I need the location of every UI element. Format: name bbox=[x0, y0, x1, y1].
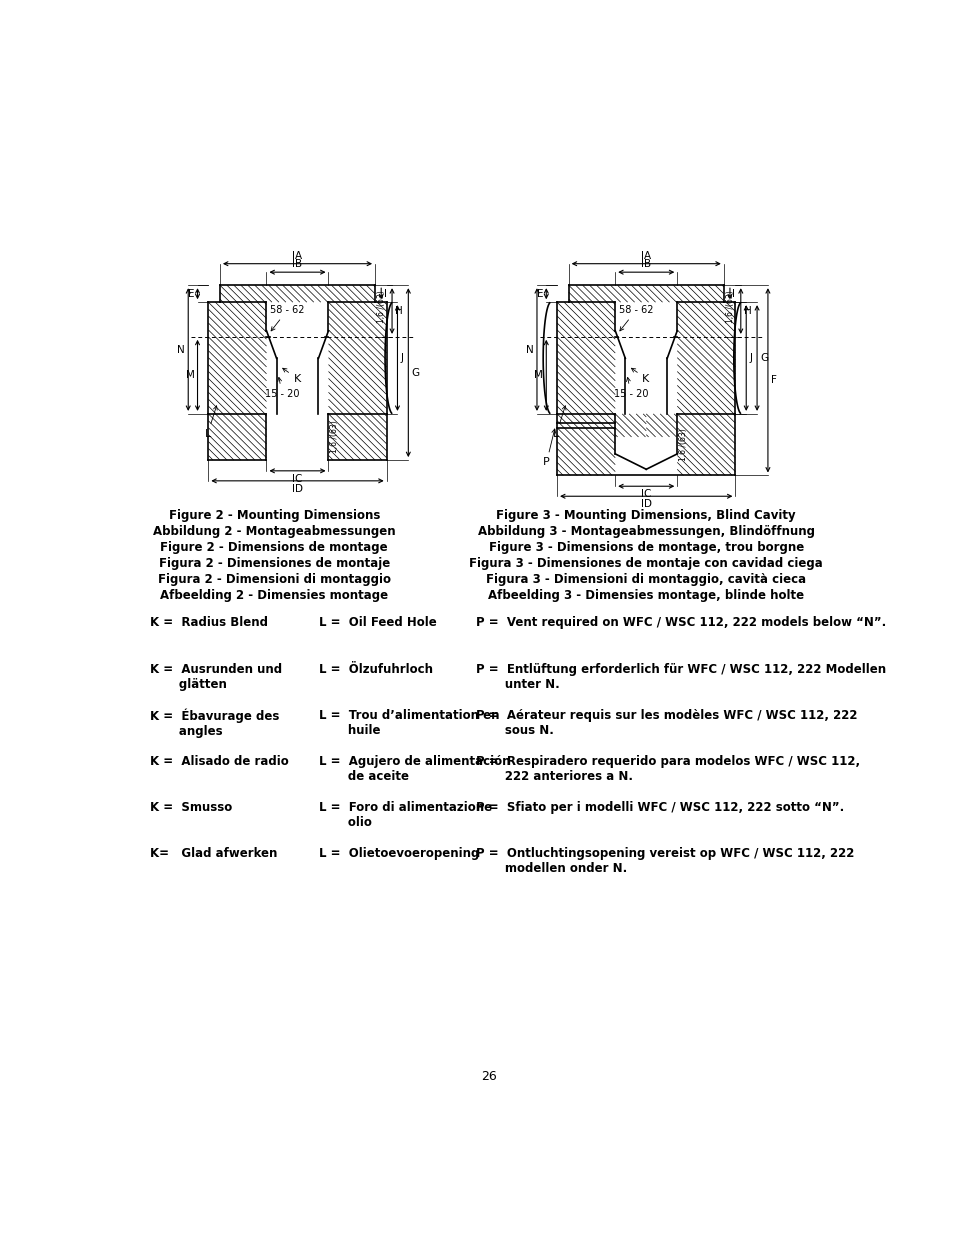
Text: IA: IA bbox=[640, 251, 651, 261]
Text: Figure 2 - Dimensions de montage: Figure 2 - Dimensions de montage bbox=[160, 541, 388, 555]
Text: K =  Smusso: K = Smusso bbox=[150, 802, 233, 814]
Text: L =  Olietoevoeropening: L = Olietoevoeropening bbox=[319, 847, 479, 861]
Text: Abbildung 3 - Montageabmessungen, Blindöffnung: Abbildung 3 - Montageabmessungen, Blindö… bbox=[477, 525, 814, 537]
Text: 1,6 /(63): 1,6 /(63) bbox=[377, 290, 386, 322]
Text: 26: 26 bbox=[480, 1070, 497, 1083]
Text: IB: IB bbox=[640, 259, 651, 269]
Text: 15 - 20: 15 - 20 bbox=[265, 378, 299, 399]
Text: K =  Radius Blend: K = Radius Blend bbox=[150, 616, 268, 630]
Text: ID: ID bbox=[292, 484, 303, 494]
Text: L =  Trou d’alimentation en
       huile: L = Trou d’alimentation en huile bbox=[319, 709, 499, 737]
Text: ID: ID bbox=[640, 499, 651, 509]
Text: Figure 2 - Mounting Dimensions: Figure 2 - Mounting Dimensions bbox=[169, 509, 379, 521]
Text: Figure 3 - Dimensions de montage, trou borgne: Figure 3 - Dimensions de montage, trou b… bbox=[488, 541, 803, 555]
Text: L =  Ölzufuhrloch: L = Ölzufuhrloch bbox=[319, 662, 433, 676]
Text: P =  Ontluchtingsopening vereist op WFC / WSC 112, 222
       modellen onder N.: P = Ontluchtingsopening vereist op WFC /… bbox=[476, 847, 853, 876]
Text: I: I bbox=[383, 289, 386, 299]
Text: E: E bbox=[188, 289, 194, 299]
Text: Figura 3 - Dimensioni di montaggio, cavità cieca: Figura 3 - Dimensioni di montaggio, cavi… bbox=[486, 573, 805, 587]
Text: L: L bbox=[553, 406, 565, 438]
Text: K: K bbox=[631, 368, 649, 384]
Text: Figura 3 - Dimensiones de montaje con cavidad ciega: Figura 3 - Dimensiones de montaje con ca… bbox=[469, 557, 822, 571]
Text: P: P bbox=[542, 429, 555, 467]
Text: H: H bbox=[743, 306, 751, 316]
Text: H: H bbox=[395, 306, 402, 316]
Text: IA: IA bbox=[293, 251, 302, 261]
Text: M: M bbox=[534, 370, 542, 380]
Text: L =  Agujero de alimentación
       de aceite: L = Agujero de alimentación de aceite bbox=[319, 755, 510, 783]
Text: P =  Respiradero requerido para modelos WFC / WSC 112,
       222 anteriores a N: P = Respiradero requerido para modelos W… bbox=[476, 755, 859, 783]
Text: Figura 2 - Dimensiones de montaje: Figura 2 - Dimensiones de montaje bbox=[158, 557, 390, 571]
Text: Abbildung 2 - Montageabmessungen: Abbildung 2 - Montageabmessungen bbox=[152, 525, 395, 537]
Text: P =  Vent required on WFC / WSC 112, 222 models below “N”.: P = Vent required on WFC / WSC 112, 222 … bbox=[476, 616, 885, 630]
Text: Afbeelding 2 - Dimensies montage: Afbeelding 2 - Dimensies montage bbox=[160, 589, 388, 603]
Text: L =  Oil Feed Hole: L = Oil Feed Hole bbox=[319, 616, 436, 630]
Text: J: J bbox=[748, 353, 752, 363]
Text: P =  Aérateur requis sur les modèles WFC / WSC 112, 222
       sous N.: P = Aérateur requis sur les modèles WFC … bbox=[476, 709, 857, 737]
Text: N: N bbox=[177, 345, 185, 354]
Text: E: E bbox=[537, 289, 542, 299]
Text: 58 - 62: 58 - 62 bbox=[270, 305, 305, 331]
Text: F: F bbox=[770, 375, 776, 385]
Text: G: G bbox=[760, 353, 767, 363]
Text: 1,6 /(63): 1,6 /(63) bbox=[725, 290, 735, 322]
Text: IC: IC bbox=[292, 474, 302, 484]
Text: 1,6 /(63): 1,6 /(63) bbox=[330, 421, 338, 453]
Text: 58 - 62: 58 - 62 bbox=[618, 305, 653, 331]
Text: K =  Ausrunden und
       glätten: K = Ausrunden und glätten bbox=[150, 662, 282, 690]
Text: 1,6 /(63): 1,6 /(63) bbox=[679, 429, 687, 461]
Text: G: G bbox=[411, 368, 419, 378]
Text: K: K bbox=[282, 368, 300, 384]
Text: Figura 2 - Dimensioni di montaggio: Figura 2 - Dimensioni di montaggio bbox=[157, 573, 391, 587]
Text: L: L bbox=[204, 406, 217, 438]
Text: J: J bbox=[400, 353, 403, 363]
Text: M: M bbox=[185, 370, 194, 380]
Text: P =  Sfiato per i modelli WFC / WSC 112, 222 sotto “N”.: P = Sfiato per i modelli WFC / WSC 112, … bbox=[476, 802, 843, 814]
Text: IC: IC bbox=[640, 489, 651, 499]
Text: 15 - 20: 15 - 20 bbox=[613, 378, 647, 399]
Text: Figure 3 - Mounting Dimensions, Blind Cavity: Figure 3 - Mounting Dimensions, Blind Ca… bbox=[496, 509, 795, 521]
Text: Afbeelding 3 - Dimensies montage, blinde holte: Afbeelding 3 - Dimensies montage, blinde… bbox=[488, 589, 803, 603]
Text: K=   Glad afwerken: K= Glad afwerken bbox=[150, 847, 277, 861]
Text: K =  Alisado de radio: K = Alisado de radio bbox=[150, 755, 289, 768]
Text: I: I bbox=[732, 289, 735, 299]
Text: IB: IB bbox=[293, 259, 302, 269]
Text: P =  Entlüftung erforderlich für WFC / WSC 112, 222 Modellen
       unter N.: P = Entlüftung erforderlich für WFC / WS… bbox=[476, 662, 885, 690]
Text: L =  Foro di alimentazione
       olio: L = Foro di alimentazione olio bbox=[319, 802, 492, 829]
Text: N: N bbox=[525, 345, 534, 354]
Text: K =  Ébavurage des
       angles: K = Ébavurage des angles bbox=[150, 709, 279, 739]
